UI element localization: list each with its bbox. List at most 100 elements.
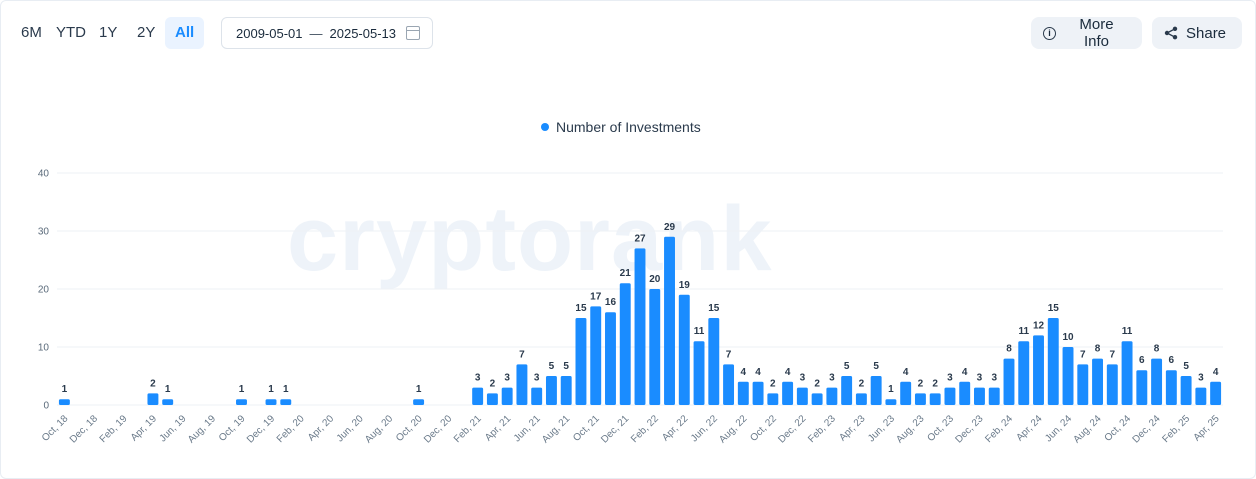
bar[interactable]: [472, 387, 484, 405]
bar[interactable]: [929, 393, 941, 405]
data-label: 7: [1110, 349, 1116, 360]
bar[interactable]: [678, 294, 690, 405]
date-separator: —: [309, 25, 323, 41]
bar[interactable]: [236, 399, 247, 405]
data-label: 1: [165, 384, 171, 395]
bar[interactable]: [516, 364, 528, 405]
data-label: 4: [1213, 367, 1219, 378]
data-label: 16: [605, 297, 617, 308]
bar[interactable]: [811, 393, 823, 405]
bar[interactable]: [752, 381, 764, 405]
bar[interactable]: [413, 399, 425, 405]
bar[interactable]: [900, 381, 912, 405]
bar[interactable]: [959, 381, 971, 405]
data-label: 8: [1006, 344, 1012, 355]
bar[interactable]: [723, 364, 735, 405]
range-1y-button[interactable]: 1Y: [91, 17, 125, 49]
x-tick-label: Jun, 24: [1043, 413, 1074, 444]
data-label: 15: [708, 303, 720, 314]
bar[interactable]: [988, 387, 1000, 405]
bar[interactable]: [1092, 358, 1104, 405]
data-label: 1: [268, 384, 274, 395]
bar[interactable]: [944, 387, 956, 405]
bar[interactable]: [855, 393, 867, 405]
bar[interactable]: [914, 393, 926, 405]
bar[interactable]: [737, 381, 749, 405]
x-tick-label: Dec, 20: [422, 413, 454, 445]
bar[interactable]: [841, 376, 853, 405]
bar[interactable]: [796, 387, 808, 405]
x-tick-label: Aug, 24: [1072, 413, 1104, 445]
data-label: 27: [634, 233, 646, 244]
bar[interactable]: [605, 312, 616, 405]
data-label: 11: [1122, 326, 1133, 337]
bar[interactable]: [693, 341, 705, 405]
bar[interactable]: [545, 376, 557, 405]
range-2y-button[interactable]: 2Y: [129, 17, 163, 49]
data-label: 3: [504, 373, 510, 384]
bar[interactable]: [1195, 387, 1207, 405]
calendar-icon[interactable]: [406, 26, 420, 40]
bar[interactable]: [1165, 370, 1177, 405]
x-tick-label: Feb, 21: [452, 413, 484, 445]
data-label: 1: [888, 384, 894, 395]
chart-toolbar: 6M YTD 1Y 2Y All 2009-05-01 — 2025-05-13…: [1, 1, 1256, 65]
data-label: 5: [549, 361, 555, 372]
range-all-button[interactable]: All: [165, 17, 205, 49]
bar[interactable]: [885, 399, 897, 405]
more-info-button[interactable]: i More Info: [1031, 16, 1142, 50]
bar[interactable]: [501, 387, 513, 405]
bar[interactable]: [1151, 358, 1163, 405]
bar[interactable]: [1121, 341, 1133, 405]
data-label: 21: [620, 268, 632, 279]
bar[interactable]: [870, 376, 882, 405]
x-tick-label: Aug, 22: [717, 413, 749, 445]
bar[interactable]: [649, 289, 661, 405]
bar[interactable]: [708, 318, 720, 405]
bar[interactable]: [1106, 364, 1118, 405]
bar[interactable]: [1047, 318, 1059, 405]
bar[interactable]: [1062, 347, 1074, 405]
bar[interactable]: [265, 399, 277, 405]
x-tick-label: Oct, 20: [394, 413, 425, 444]
bar[interactable]: [767, 393, 779, 405]
bar[interactable]: [826, 387, 838, 405]
bar[interactable]: [560, 376, 572, 405]
bar[interactable]: [634, 248, 646, 405]
chart-legend[interactable]: Number of Investments: [541, 119, 701, 135]
data-label: 6: [1139, 355, 1145, 366]
bar[interactable]: [1077, 364, 1089, 405]
data-label: 4: [962, 367, 968, 378]
share-button[interactable]: Share: [1152, 17, 1242, 49]
data-label: 2: [150, 378, 156, 389]
bar[interactable]: [1003, 358, 1015, 405]
bar[interactable]: [1136, 370, 1148, 405]
bar[interactable]: [1180, 376, 1192, 405]
date-range-picker[interactable]: 2009-05-01 — 2025-05-13: [221, 17, 433, 49]
bar[interactable]: [1033, 335, 1044, 405]
bar[interactable]: [664, 236, 675, 405]
data-label: 5: [873, 361, 879, 372]
range-ytd-button[interactable]: YTD: [48, 17, 94, 49]
bar[interactable]: [1210, 381, 1222, 405]
info-icon: i: [1043, 26, 1056, 40]
data-label: 5: [844, 361, 850, 372]
data-label: 3: [991, 373, 997, 384]
bar[interactable]: [58, 399, 70, 405]
more-info-label: More Info: [1079, 16, 1114, 50]
range-6m-button[interactable]: 6M: [13, 17, 50, 49]
data-label: 29: [664, 222, 676, 233]
bar[interactable]: [280, 399, 292, 405]
data-label: 4: [755, 367, 761, 378]
bar[interactable]: [974, 387, 985, 405]
bar[interactable]: [147, 393, 159, 405]
bar[interactable]: [1018, 341, 1030, 405]
bar[interactable]: [575, 318, 587, 405]
x-tick-label: Dec, 24: [1131, 413, 1163, 445]
bar[interactable]: [590, 306, 602, 405]
bar[interactable]: [782, 381, 794, 405]
bar[interactable]: [531, 387, 543, 405]
bar[interactable]: [619, 283, 631, 405]
bar[interactable]: [162, 399, 174, 405]
bar[interactable]: [486, 393, 498, 405]
